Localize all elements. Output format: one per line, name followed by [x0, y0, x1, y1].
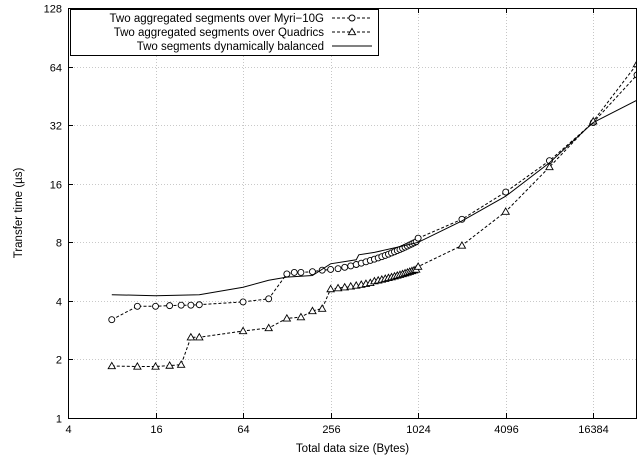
data-point — [151, 361, 160, 370]
data-point — [108, 316, 116, 324]
x-tick-label: 1024 — [406, 424, 430, 436]
y-tick-label: 64 — [50, 63, 62, 75]
data-point — [327, 266, 335, 273]
data-point — [195, 301, 203, 309]
legend: Two aggregated segments over Myri−10G Tw… — [70, 9, 379, 56]
x-axis-label: Total data size (Bytes) — [296, 443, 409, 455]
legend-label-balanced: Two segments dynamically balanced — [137, 41, 324, 53]
data-point — [176, 360, 186, 368]
data-point — [177, 301, 185, 309]
data-point — [588, 116, 598, 125]
x-tick-label: 64 — [237, 424, 249, 436]
data-point — [341, 263, 349, 271]
data-point — [296, 312, 306, 321]
data-point — [282, 313, 292, 322]
grid-layer — [68, 8, 637, 419]
data-point — [308, 268, 316, 276]
data-point — [347, 262, 355, 270]
data-point — [545, 162, 554, 171]
plot-frame — [68, 8, 637, 419]
data-point — [333, 283, 343, 292]
data-point — [133, 302, 141, 310]
x-tick-label: 256 — [322, 424, 340, 436]
data-point — [308, 306, 317, 315]
data-point — [152, 302, 159, 310]
legend-samples — [332, 14, 372, 47]
y-tick-label: 1 — [56, 414, 62, 426]
data-point — [340, 282, 350, 291]
legend-label-myri: Two aggregated segments over Myri−10G — [110, 13, 325, 25]
data-point — [290, 268, 298, 276]
data-point — [317, 304, 327, 312]
y-tick-label: 128 — [44, 4, 62, 16]
series-2 — [111, 99, 637, 297]
legend-sample-marker-0 — [348, 14, 356, 22]
data-point — [194, 332, 204, 341]
data-point — [186, 332, 196, 341]
data-point — [326, 284, 335, 293]
data-point — [334, 265, 342, 273]
data-point — [187, 301, 195, 309]
data-point — [265, 295, 273, 303]
y-tick-label: 16 — [50, 180, 62, 192]
data-point — [264, 323, 274, 332]
y-tick-label: 2 — [56, 355, 62, 367]
x-tick-label: 16 — [150, 424, 162, 436]
data-point — [414, 234, 422, 242]
data-point — [239, 298, 247, 306]
y-tick-label: 32 — [50, 121, 62, 133]
series-1 — [107, 59, 637, 370]
data-point — [166, 302, 174, 310]
tick-layer: 4 16 64 256 1024 4096 16384 1 2 4 8 16 32 64 128 — [44, 4, 609, 437]
data-point — [165, 361, 175, 369]
data-point — [502, 188, 510, 196]
data-point — [413, 262, 423, 270]
data-point — [107, 361, 117, 370]
data-point — [297, 268, 305, 276]
legend-label-quadrics: Two aggregated segments over Quadrics — [114, 27, 325, 39]
y-axis-label: Transfer time (µs) — [13, 168, 25, 259]
legend-sample-marker-1 — [347, 27, 357, 36]
x-tick-label: 16384 — [578, 424, 609, 436]
series-layer — [107, 59, 637, 370]
legend-box — [70, 9, 379, 56]
data-point — [457, 241, 467, 249]
x-tick-label: 4 — [65, 424, 71, 436]
data-point — [283, 270, 291, 278]
y-tick-label: 8 — [56, 238, 62, 250]
data-point — [132, 361, 142, 370]
y-tick-label: 4 — [56, 297, 62, 309]
series-line-2 — [111, 99, 637, 297]
data-point — [238, 326, 248, 335]
x-tick-label: 4096 — [494, 424, 518, 436]
series-line-1 — [111, 63, 637, 367]
data-point — [501, 207, 511, 215]
